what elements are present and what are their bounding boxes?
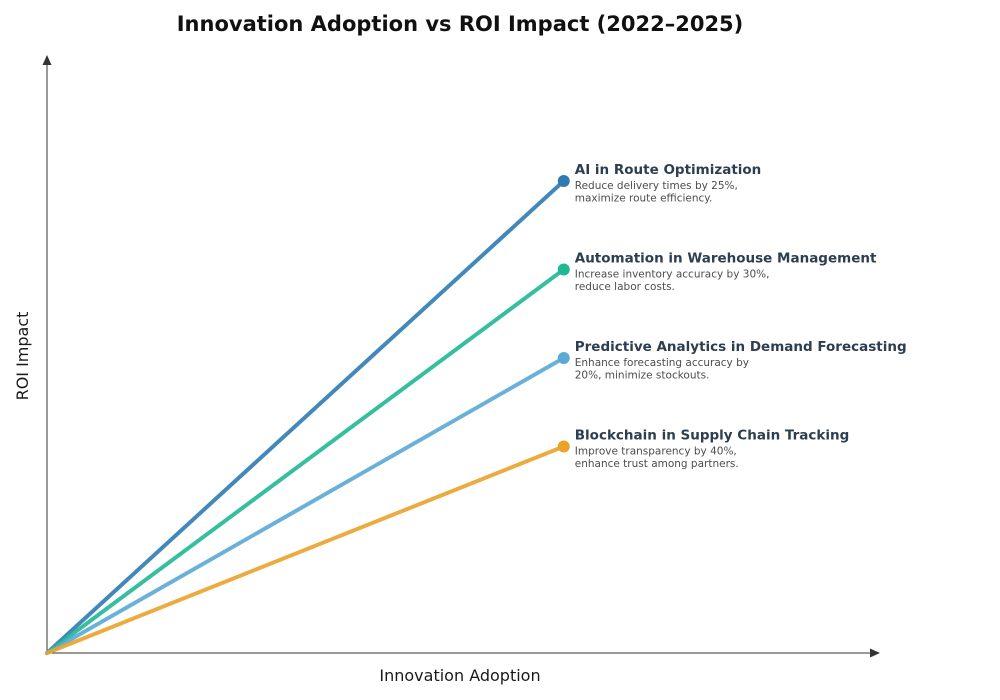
x-axis-arrow bbox=[870, 648, 880, 658]
series-description-line: Reduce delivery times by 25%, bbox=[575, 180, 738, 192]
series-end-point bbox=[557, 440, 570, 453]
series-end-point bbox=[557, 352, 570, 364]
series-label: AI in Route Optimization bbox=[575, 162, 762, 178]
axes bbox=[42, 55, 880, 658]
series-description-line: Enhance forecasting accuracy by bbox=[575, 357, 749, 369]
series-blockchain-in-supply-chain-tracking: Blockchain in Supply Chain Tracking Impro… bbox=[45, 428, 850, 655]
series-line bbox=[45, 444, 566, 655]
x-axis-label: Innovation Adoption bbox=[379, 666, 540, 685]
series-line bbox=[45, 267, 566, 655]
y-axis-arrow bbox=[42, 55, 52, 65]
series-line bbox=[45, 179, 566, 655]
series-description-line: enhance trust among partners. bbox=[575, 458, 739, 470]
series-end-point bbox=[557, 263, 570, 276]
y-axis-label: ROI Impact bbox=[13, 312, 32, 401]
series-ai-in-route-optimization: AI in Route Optimization Reduce delivery … bbox=[45, 162, 762, 655]
series-end-point bbox=[557, 175, 570, 187]
series-description-line: Increase inventory accuracy by 30%, bbox=[575, 269, 770, 281]
series-line bbox=[45, 356, 566, 655]
chart-title: Innovation Adoption vs ROI Impact (2022–… bbox=[177, 12, 744, 36]
series-label: Automation in Warehouse Management bbox=[575, 251, 877, 267]
series-description-line: 20%, minimize stockouts. bbox=[575, 370, 710, 382]
series-description-line: maximize route efficiency. bbox=[575, 193, 713, 205]
series-label: Predictive Analytics in Demand Forecasti… bbox=[575, 339, 907, 355]
series-automation-in-warehouse-management: Automation in Warehouse Management Increa… bbox=[45, 251, 877, 655]
series-description-line: reduce labor costs. bbox=[575, 281, 675, 293]
series-predictive-analytics-in-demand-forecasting: Predictive Analytics in Demand Forecasti… bbox=[45, 339, 907, 655]
series-label: Blockchain in Supply Chain Tracking bbox=[575, 428, 850, 444]
series-description-line: Improve transparency by 40%, bbox=[575, 446, 737, 458]
series-layer: AI in Route Optimization Reduce delivery … bbox=[45, 162, 907, 655]
